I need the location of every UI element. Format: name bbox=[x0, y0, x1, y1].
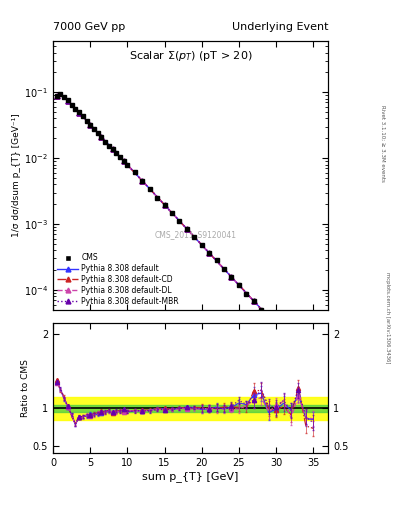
X-axis label: sum p_{T} [GeV]: sum p_{T} [GeV] bbox=[142, 471, 239, 482]
Y-axis label: 1/σ dσ/dsum p_{T} [GeV⁻¹]: 1/σ dσ/dsum p_{T} [GeV⁻¹] bbox=[12, 114, 21, 237]
Y-axis label: Ratio to CMS: Ratio to CMS bbox=[21, 359, 30, 417]
Bar bbox=[53, 397, 328, 419]
Text: mcplots.cern.ch [arXiv:1306.3436]: mcplots.cern.ch [arXiv:1306.3436] bbox=[385, 272, 389, 363]
Legend: CMS, Pythia 8.308 default, Pythia 8.308 default-CD, Pythia 8.308 default-DL, Pyt: CMS, Pythia 8.308 default, Pythia 8.308 … bbox=[57, 253, 179, 306]
Text: Underlying Event: Underlying Event bbox=[231, 22, 328, 32]
Text: 7000 GeV pp: 7000 GeV pp bbox=[53, 22, 125, 32]
Text: Rivet 3.1.10; ≥ 3.3M events: Rivet 3.1.10; ≥ 3.3M events bbox=[381, 105, 386, 182]
Text: Scalar $\Sigma(p_T)$ (pT > 20): Scalar $\Sigma(p_T)$ (pT > 20) bbox=[129, 49, 252, 63]
Text: CMS_2011_S9120041: CMS_2011_S9120041 bbox=[155, 230, 237, 239]
Bar bbox=[53, 404, 328, 412]
